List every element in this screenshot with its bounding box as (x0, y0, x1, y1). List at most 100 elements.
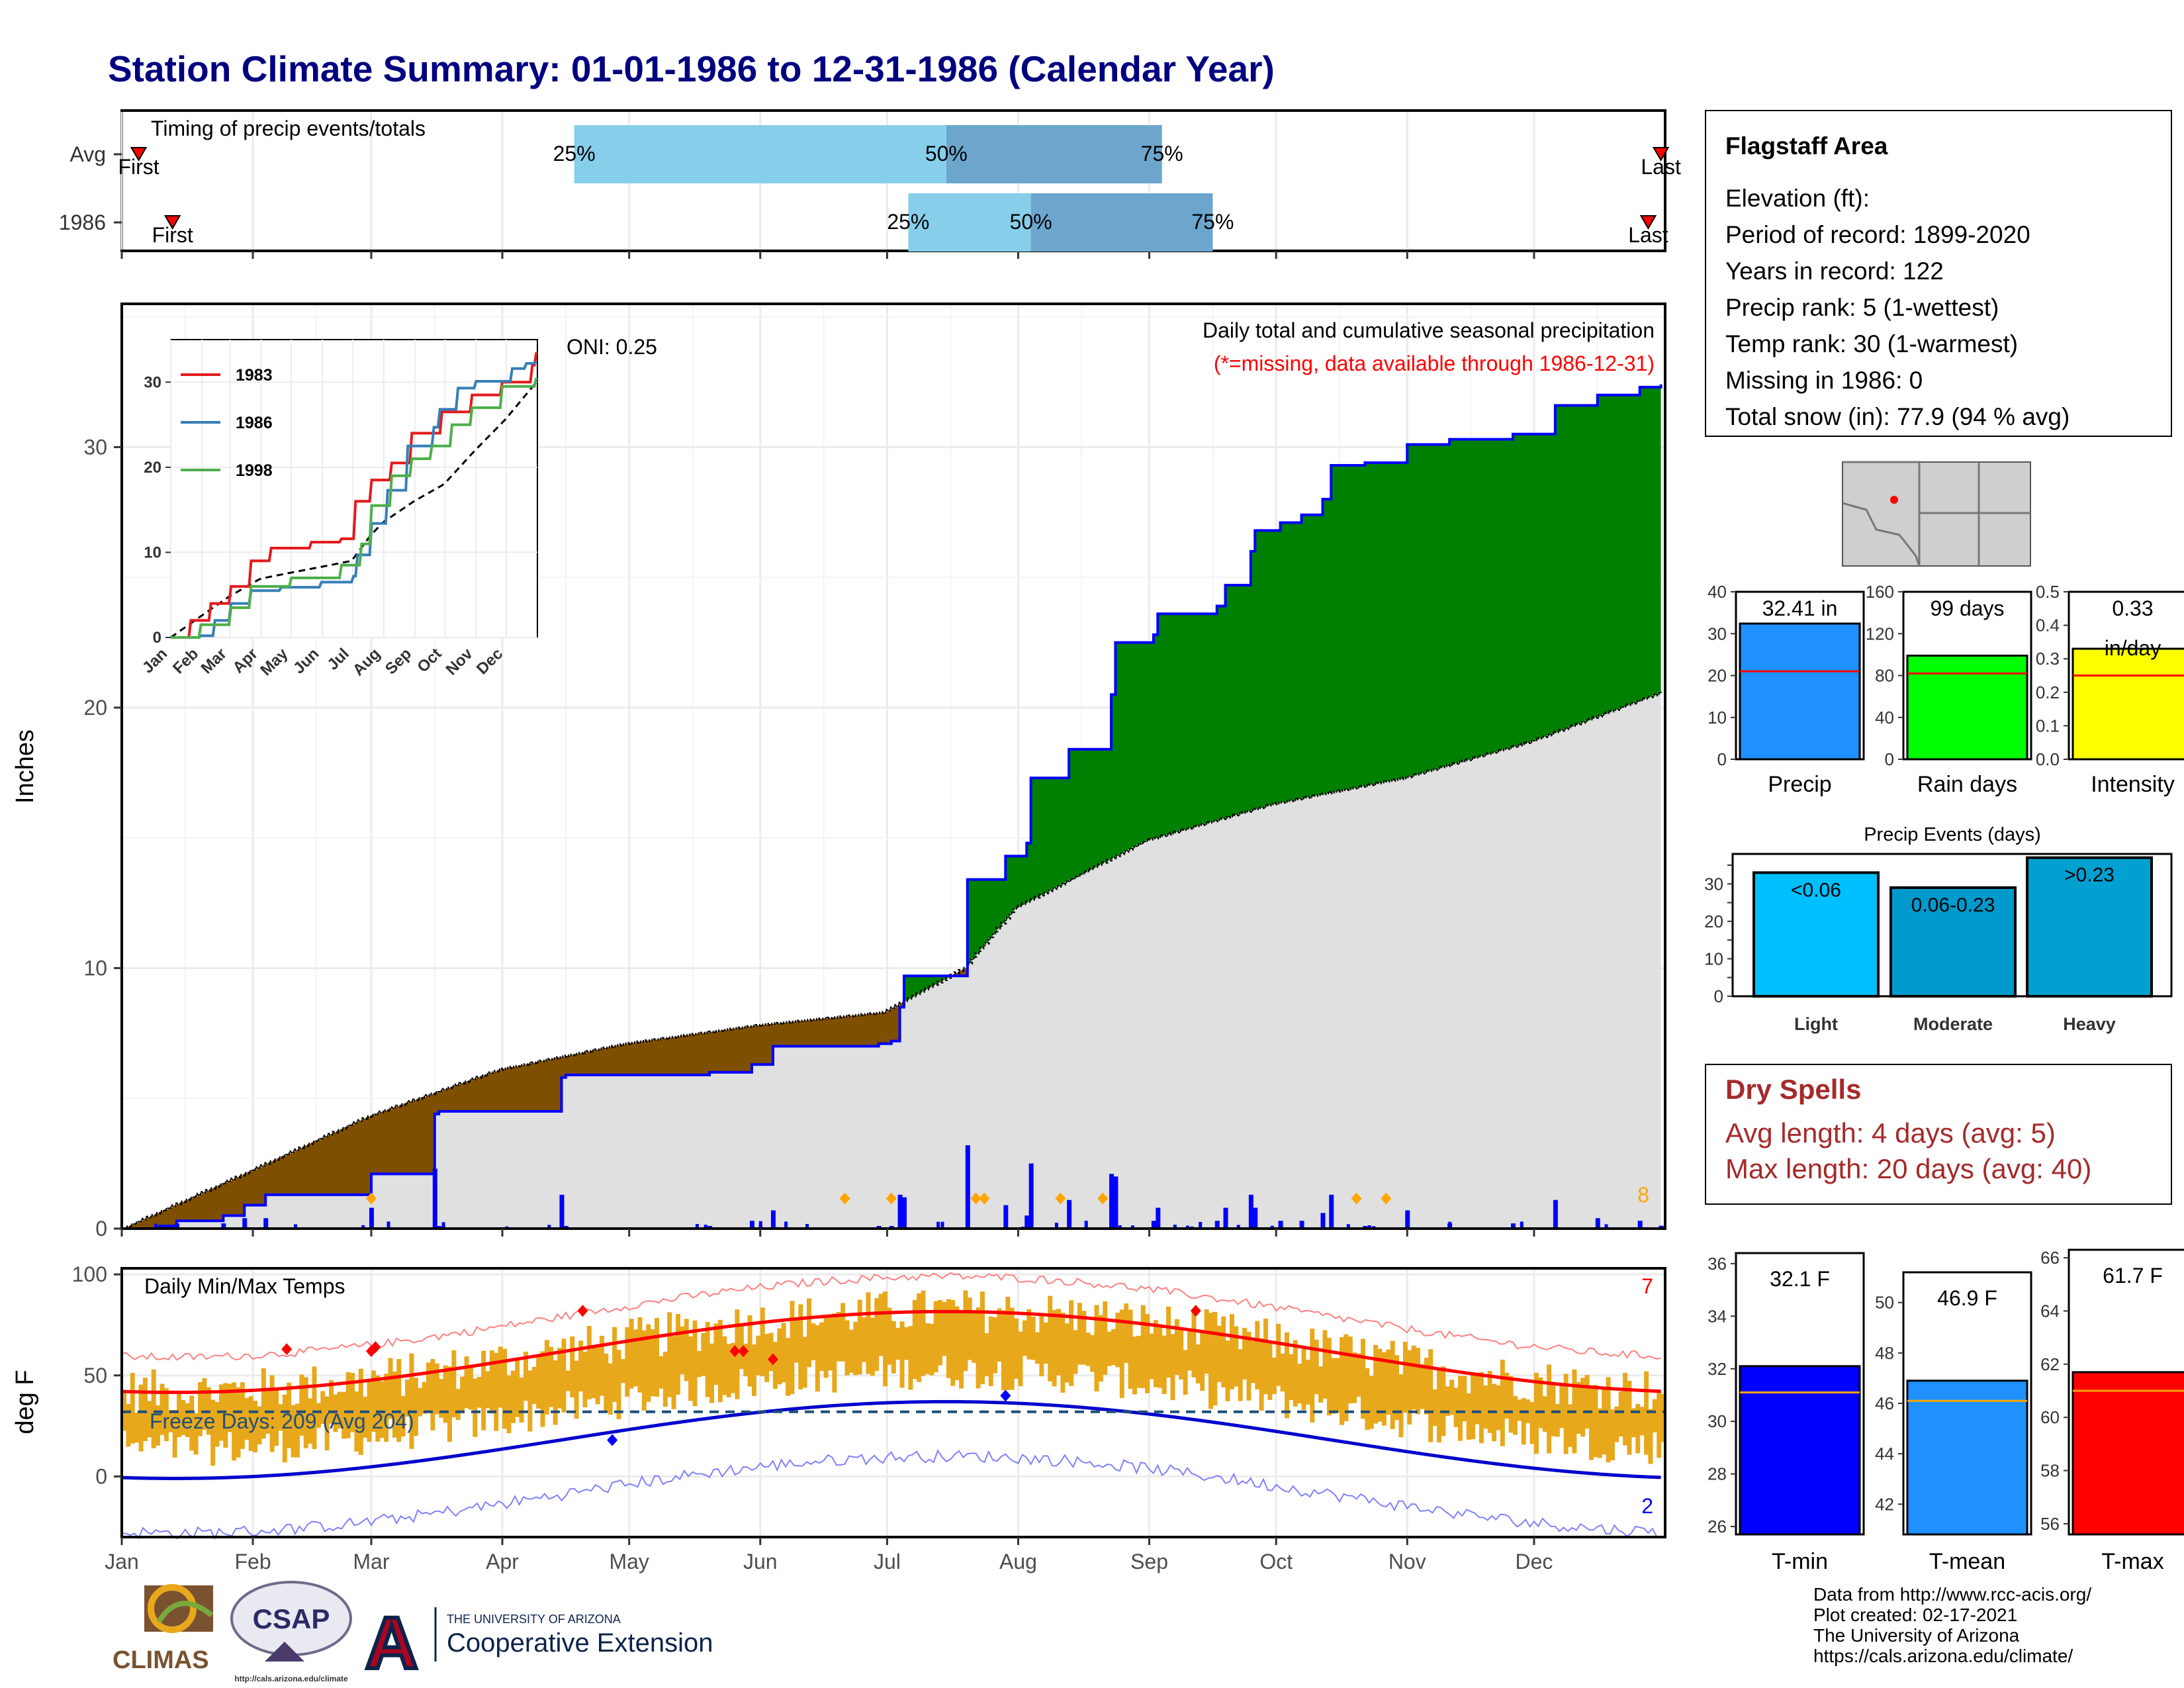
daily-precip-bar (704, 1225, 707, 1229)
timing-p75-label: 75% (1191, 210, 1234, 234)
temp-range-bar (811, 1323, 816, 1360)
temp-title: Daily Min/Max Temps (144, 1274, 345, 1298)
temp-range-bar (337, 1391, 342, 1429)
temp-range-bar (751, 1344, 756, 1396)
temp-range-bar (1200, 1332, 1205, 1391)
temp-range-bar (1255, 1321, 1260, 1389)
stat-name-label: Intensity (2091, 772, 2175, 797)
daily-precip-bar (547, 1225, 551, 1229)
temp-frame (120, 1267, 1666, 1538)
temp-range-bar (1661, 1393, 1666, 1442)
temp-range-bar (1356, 1353, 1361, 1397)
temp-range-bar (1238, 1349, 1243, 1401)
temp-range-bar (426, 1362, 431, 1412)
month-label: Feb (234, 1550, 271, 1573)
daily-precip-bar (263, 1218, 269, 1229)
temp-stat-tick-label: 48 (1875, 1343, 1894, 1363)
timing-bars (574, 125, 1213, 252)
stat-tick-label: 20 (1707, 666, 1727, 686)
temp-range-bar (1005, 1297, 1011, 1390)
daily-precip-bar (560, 1225, 564, 1229)
year-cumulative-line (122, 384, 1662, 1230)
temp-range-bar (722, 1336, 727, 1395)
stat-tick-label: 160 (1866, 582, 1894, 602)
temp-range-bar (418, 1387, 423, 1417)
last-event-marker (1639, 215, 1657, 230)
record-max-marker (729, 1345, 741, 1358)
daily-precip-bar (293, 1224, 297, 1229)
min-record-count: 2 (1641, 1494, 1653, 1518)
temp-stat-tick-label: 28 (1707, 1464, 1727, 1484)
temp-range-bar (1449, 1380, 1455, 1415)
temp-range-bar (269, 1375, 275, 1452)
temp-range-bar (329, 1380, 334, 1424)
temp-range-bar (1289, 1354, 1294, 1401)
temp-range-bar (1305, 1360, 1310, 1405)
temp-range-bar (1318, 1366, 1324, 1403)
timing-row-label: Avg (69, 142, 106, 166)
daily-precip-bar (758, 1221, 762, 1229)
temp-range-bar (1360, 1338, 1365, 1419)
inset-ytick-label: 30 (144, 373, 161, 391)
temp-range-bar (320, 1391, 326, 1425)
daily-precip-bar (805, 1224, 809, 1229)
temp-range-bar (527, 1370, 533, 1432)
temp-range-bar (345, 1372, 351, 1438)
temp-range-bar (917, 1293, 922, 1382)
first-event-marker (163, 215, 181, 230)
temp-stat-tick-label: 30 (1707, 1411, 1727, 1431)
temp-range-bar (1043, 1322, 1048, 1364)
temp-range-bar (938, 1299, 943, 1366)
temp-range-bar (743, 1343, 749, 1377)
temp-range-bar (1584, 1375, 1590, 1429)
daily-precip-bar (1130, 1225, 1134, 1229)
temp-range-bar (168, 1409, 173, 1432)
temp-range-bar (333, 1394, 338, 1432)
events-bar-label: >0.23 (2064, 865, 2115, 886)
temp-range-bar (1407, 1350, 1412, 1425)
climas-sun (148, 1584, 197, 1633)
freeze-days-label: Freeze Days: 209 (Avg 204) (150, 1409, 414, 1433)
temp-range-bar (1487, 1370, 1492, 1433)
events-bar (2026, 856, 2153, 998)
temp-range-bar (1246, 1331, 1251, 1401)
temp-range-bar (942, 1301, 947, 1356)
temp-stat-tick-label: 34 (1707, 1306, 1727, 1326)
daily-precip-marker (1351, 1192, 1362, 1205)
temp-stat-tick-label: 50 (1875, 1293, 1894, 1313)
daily-precip-bar (1510, 1223, 1516, 1229)
temp-range-bar (489, 1350, 494, 1414)
temp-range-bar (1496, 1385, 1501, 1430)
month-label: Mar (353, 1550, 389, 1573)
temp-range-bar (781, 1323, 786, 1383)
temp-range-bar (379, 1381, 385, 1438)
temp-range-bar (291, 1405, 296, 1458)
temp-range-bar (375, 1375, 381, 1442)
ua-a-mark: A (365, 1603, 418, 1684)
temp-range-bar (1136, 1335, 1142, 1388)
temp-range-bar (1441, 1366, 1446, 1436)
temp-range-bar (696, 1350, 702, 1378)
temp-range-bar (510, 1370, 516, 1423)
temp-range-bar (1644, 1371, 1649, 1455)
temp-range-bar (1030, 1317, 1036, 1360)
stat-tick-label: 0.2 (2036, 682, 2060, 702)
temp-range-bar (1090, 1335, 1095, 1372)
temp-range-bar (625, 1327, 630, 1397)
daily-precip-bar (1067, 1199, 1072, 1229)
last-event-label: Last (1628, 223, 1668, 247)
temp-range-bar (1521, 1398, 1526, 1445)
events-tick-label: 30 (1704, 874, 1723, 894)
temp-range-bar (536, 1355, 541, 1409)
temp-range-bar (1475, 1373, 1480, 1425)
daily-precip-bar (1003, 1205, 1009, 1229)
timing-labels: 25% 50% 75% First Last Avg 25% 50% 75% First Last 1… (59, 142, 1681, 247)
daily-precip-bar (1249, 1225, 1253, 1229)
temp-range-bar (972, 1313, 977, 1363)
temp-range-bar (1124, 1303, 1129, 1363)
inset-series-line (171, 360, 537, 639)
record-max-marker (767, 1353, 778, 1366)
temp-range-bar (181, 1399, 186, 1435)
daily-precip-bar (901, 1197, 907, 1229)
temp-range-bar (1322, 1330, 1328, 1399)
